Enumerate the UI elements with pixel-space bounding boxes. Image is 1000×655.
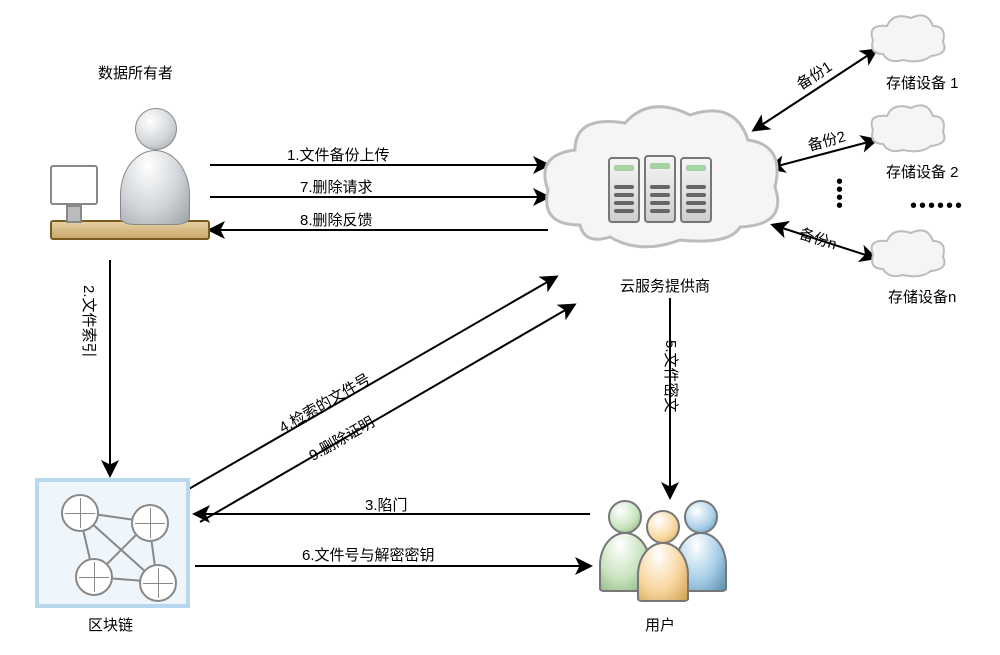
flow-3-label: 3.陷门 xyxy=(365,494,408,515)
storage-2-node xyxy=(865,100,950,158)
flow-2-label: 2.文件索引 xyxy=(79,285,100,358)
cloud-provider-node xyxy=(530,95,790,270)
user-label: 用户 xyxy=(645,614,675,635)
storage-n-node xyxy=(865,225,950,283)
flow-7-label: 7.删除请求 xyxy=(300,176,373,197)
storage-n-label: 存储设备n xyxy=(888,286,956,307)
storage-ellipsis: •••••• xyxy=(910,195,964,218)
blockchain-node xyxy=(35,478,190,608)
data-owner-node xyxy=(40,90,220,260)
flow-1-label: 1.文件备份上传 xyxy=(287,144,390,165)
edge-blockchain-cloud xyxy=(200,305,574,522)
flow-5-label: 5.文件密文 xyxy=(661,340,682,413)
flow-6-label: 6.文件号与解密密钥 xyxy=(302,544,435,565)
backup-ellipsis: •••• xyxy=(836,178,843,210)
storage-1-label: 存储设备 1 xyxy=(886,72,959,93)
blockchain-label: 区块链 xyxy=(88,614,133,635)
diagram-canvas: 数据所有者 云服务提供商 存储设备 1 存储设备 2 存储设备n •••••• … xyxy=(0,0,1000,655)
storage-1-node xyxy=(865,10,950,68)
data-owner-label: 数据所有者 xyxy=(98,62,173,83)
flow-8-label: 8.删除反馈 xyxy=(300,209,373,230)
cloud-provider-label: 云服务提供商 xyxy=(620,275,710,296)
storage-2-label: 存储设备 2 xyxy=(886,161,959,182)
user-node xyxy=(590,492,740,610)
